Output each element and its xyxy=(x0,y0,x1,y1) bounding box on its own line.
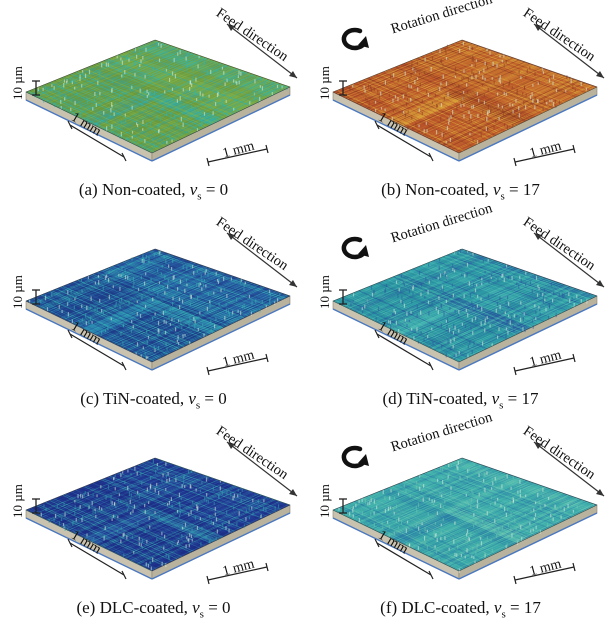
height-scale-label: 10 µm xyxy=(317,484,332,518)
caption-suffix: = 0 xyxy=(200,389,227,408)
panel-d: Feed direction Rotation direction 10 µm 1 m… xyxy=(307,200,614,418)
height-scale-label: 10 µm xyxy=(317,275,332,309)
caption-variable: v xyxy=(192,598,200,617)
caption-variable: v xyxy=(188,389,196,408)
panel-f: Feed direction Rotation direction 10 µm 1 m… xyxy=(307,409,614,627)
caption-variable: v xyxy=(492,180,501,199)
panel-b: Feed direction Rotation direction 10 µm 1 m… xyxy=(307,0,614,209)
caption-subscript: s xyxy=(501,608,506,621)
feed-direction-arrow xyxy=(533,23,605,79)
caption-prefix: (b) Non-coated, xyxy=(381,180,493,199)
length-scale-bar-left xyxy=(376,124,432,158)
panel-caption: (d) TiN-coated, vs = 17 xyxy=(307,389,614,418)
caption-prefix: (e) DLC-coated, xyxy=(76,598,193,617)
panel-caption: (b) Non-coated, vs = 17 xyxy=(307,180,614,209)
caption-suffix: = 17 xyxy=(505,598,541,617)
length-scale-bar-right xyxy=(207,566,268,581)
surface-plot-b xyxy=(332,23,605,167)
caption-suffix: = 0 xyxy=(203,598,231,617)
length-scale-bar-left xyxy=(69,542,125,576)
length-scale-bar-right xyxy=(514,357,575,372)
caption-prefix: (a) Non-coated, xyxy=(78,180,190,199)
rotation-arrow-icon xyxy=(341,27,369,51)
height-scale-label: 10 µm xyxy=(10,66,25,100)
caption-suffix: = 0 xyxy=(201,180,229,199)
caption-suffix: = 17 xyxy=(503,389,539,408)
caption-subscript: s xyxy=(195,399,201,412)
caption-suffix: = 17 xyxy=(504,180,540,199)
height-scale-label: 10 µm xyxy=(10,484,25,518)
length-scale-bar-left xyxy=(69,333,125,367)
feed-direction-arrow xyxy=(226,441,298,497)
panel-a: Feed direction 10 µm 1 mm 1 mm (a) Non-coate… xyxy=(0,0,307,209)
feed-direction-arrow xyxy=(226,232,298,288)
caption-variable: v xyxy=(189,180,198,199)
rotation-arrow-icon xyxy=(341,236,369,260)
length-scale-bar-left xyxy=(69,124,125,158)
caption-prefix: (f) DLC-coated, xyxy=(380,598,494,617)
length-scale-bar-right xyxy=(207,148,268,163)
caption-subscript: s xyxy=(199,608,204,621)
panel-caption: (e) DLC-coated, vs = 0 xyxy=(0,598,307,627)
caption-prefix: (c) TiN-coated, xyxy=(80,389,189,408)
feed-direction-arrow xyxy=(533,441,605,497)
panel-caption: (f) DLC-coated, vs = 17 xyxy=(307,598,614,627)
surface-plot-f xyxy=(332,441,605,585)
caption-subscript: s xyxy=(499,399,504,412)
surface-plot-e xyxy=(25,441,298,585)
length-scale-bar-left xyxy=(376,333,432,367)
length-scale-bar-right xyxy=(207,357,268,372)
caption-variable: v xyxy=(491,389,500,408)
feed-direction-arrow xyxy=(533,232,605,288)
surface-plot-c xyxy=(25,232,298,376)
caption-subscript: s xyxy=(197,190,202,203)
panel-e: Feed direction 10 µm 1 mm 1 mm (e) DLC-coate… xyxy=(0,418,307,627)
panel-caption: (a) Non-coated, vs = 0 xyxy=(0,180,307,209)
caption-subscript: s xyxy=(500,190,505,203)
height-scale-label: 10 µm xyxy=(10,275,25,309)
panel-c: Feed direction 10 µm 1 mm 1 mm (c) TiN-coate… xyxy=(0,209,307,418)
rotation-arrow-icon xyxy=(341,445,369,469)
surface-plot-a xyxy=(25,23,298,167)
length-scale-bar-left xyxy=(376,542,432,576)
panel-caption: (c) TiN-coated, vs = 0 xyxy=(0,389,307,418)
length-scale-bar-right xyxy=(514,566,575,581)
height-scale-label: 10 µm xyxy=(317,66,332,100)
caption-prefix: (d) TiN-coated, xyxy=(382,389,492,408)
length-scale-bar-right xyxy=(514,148,575,163)
caption-variable: v xyxy=(493,598,502,617)
surface-plot-d xyxy=(332,232,605,376)
feed-direction-arrow xyxy=(226,23,298,79)
